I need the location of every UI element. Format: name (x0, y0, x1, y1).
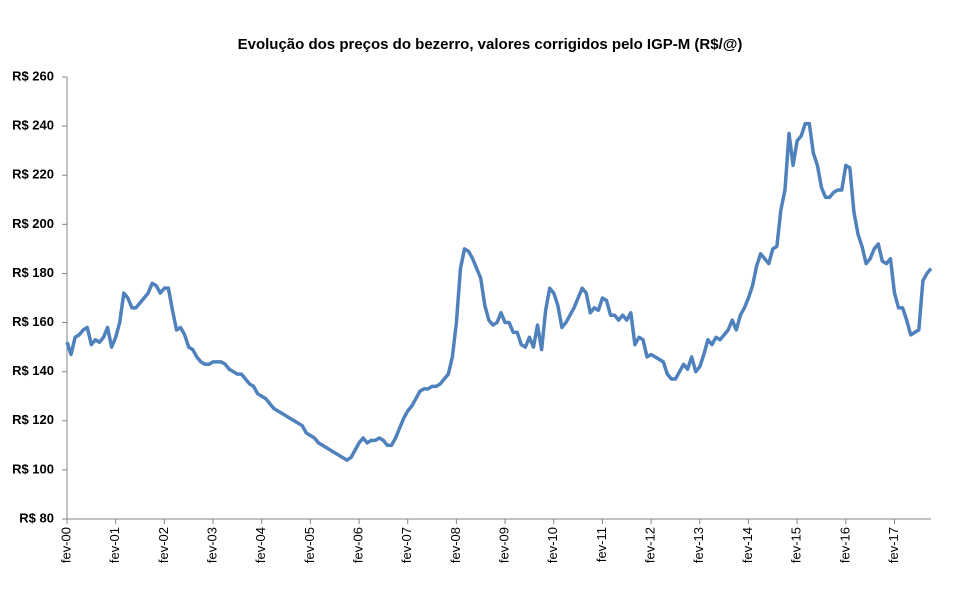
x-tick-label: fev-16 (837, 527, 852, 563)
y-tick-label: R$ 220 (12, 167, 54, 182)
x-tick-label: fev-04 (253, 527, 268, 563)
x-tick-label: fev-07 (399, 527, 414, 563)
x-tick-label: fev-00 (58, 527, 73, 563)
x-tick-label: fev-14 (740, 527, 755, 563)
x-tick-label: fev-17 (886, 527, 901, 563)
y-tick-label: R$ 240 (12, 118, 54, 133)
x-tick-label: fev-15 (789, 527, 804, 563)
y-tick-label: R$ 120 (12, 412, 54, 427)
x-tick-label: fev-03 (204, 527, 219, 563)
y-tick-label: R$ 100 (12, 461, 54, 476)
x-tick-label: fev-08 (448, 527, 463, 563)
y-tick-label: R$ 80 (19, 510, 54, 525)
x-tick-label: fev-05 (302, 527, 317, 563)
y-tick-label: R$ 140 (12, 363, 54, 378)
y-tick-label: R$ 260 (12, 68, 54, 83)
x-tick-label: fev-06 (350, 527, 365, 563)
x-tick-label: fev-01 (107, 527, 122, 563)
x-tick-label: fev-10 (545, 527, 560, 563)
chart-title: Evolução dos preços do bezerro, valores … (238, 36, 743, 53)
y-tick-label: R$ 160 (12, 314, 54, 329)
x-tick-label: fev-12 (643, 527, 658, 563)
x-tick-label: fev-02 (156, 527, 171, 563)
y-tick-label: R$ 180 (12, 265, 54, 280)
x-tick-label: fev-11 (594, 527, 609, 562)
x-tick-label: fev-09 (497, 527, 512, 563)
y-tick-label: R$ 200 (12, 216, 54, 231)
x-tick-label: fev-13 (691, 527, 706, 563)
data-line (65, 121, 933, 462)
